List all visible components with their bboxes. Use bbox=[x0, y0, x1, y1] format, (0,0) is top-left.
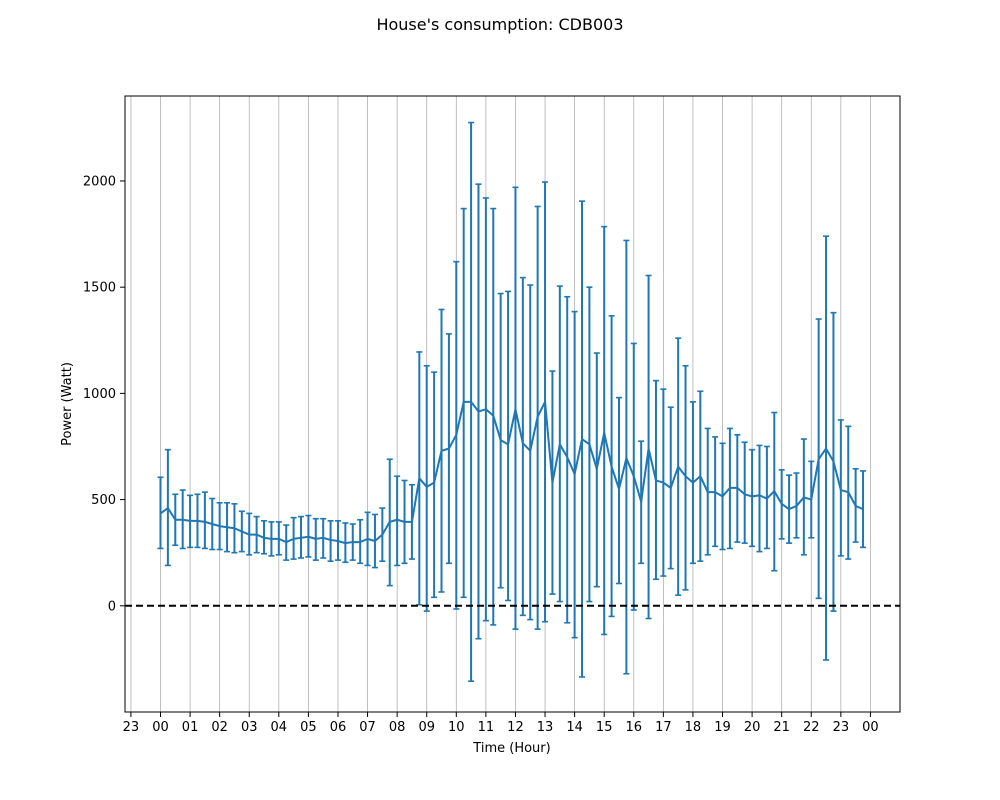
x-tick-label: 20 bbox=[744, 720, 761, 735]
error-bar bbox=[527, 284, 534, 621]
x-tick-label: 14 bbox=[566, 720, 583, 735]
chart-title: House's consumption: CDB003 bbox=[376, 15, 623, 34]
x-tick-label: 11 bbox=[478, 720, 495, 735]
x-tick-label: 16 bbox=[626, 720, 643, 735]
x-tick-label: 23 bbox=[833, 720, 850, 735]
x-tick-label: 06 bbox=[330, 720, 347, 735]
plot-frame bbox=[124, 95, 901, 713]
x-tick-label: 10 bbox=[448, 720, 465, 735]
series-layer bbox=[157, 121, 867, 683]
x-tick-label: 18 bbox=[685, 720, 702, 735]
y-tick-label: 1000 bbox=[83, 387, 116, 402]
error-bar bbox=[756, 444, 763, 553]
x-tick-label: 05 bbox=[300, 720, 317, 735]
error-bar bbox=[564, 295, 571, 624]
x-tick-label: 07 bbox=[359, 720, 376, 735]
y-tick-label: 1500 bbox=[83, 281, 116, 296]
error-bar bbox=[431, 371, 438, 599]
mean-line bbox=[159, 400, 864, 545]
error-bar bbox=[645, 274, 652, 620]
x-tick-label: 00 bbox=[862, 720, 879, 735]
error-bar bbox=[741, 441, 748, 544]
error-bar bbox=[623, 239, 630, 675]
error-bar bbox=[749, 448, 756, 548]
x-tick-label: 13 bbox=[537, 720, 554, 735]
x-tick-label: 21 bbox=[773, 720, 790, 735]
x-tick-label: 19 bbox=[714, 720, 731, 735]
error-bar bbox=[615, 396, 622, 585]
y-axis-label: Power (Watt) bbox=[60, 362, 75, 446]
error-bar bbox=[201, 491, 208, 550]
x-tick-label: 12 bbox=[507, 720, 524, 735]
y-tick-label: 2000 bbox=[83, 174, 116, 189]
x-tick-label: 03 bbox=[241, 720, 258, 735]
error-bar bbox=[601, 225, 608, 636]
x-tick-label: 04 bbox=[271, 720, 288, 735]
error-bar bbox=[394, 475, 401, 567]
x-tick-label: 22 bbox=[803, 720, 820, 735]
error-bar bbox=[512, 186, 519, 630]
error-bar bbox=[423, 364, 430, 612]
x-tick-label: 17 bbox=[655, 720, 672, 735]
x-axis: 23 00 01 02 03 04 05 06 07 08 09 10 11 12 13 14 15 16 17 18… bbox=[123, 712, 879, 735]
x-axis-label: Time (Hour) bbox=[472, 741, 550, 756]
error-bar bbox=[327, 520, 334, 562]
x-tick-label: 09 bbox=[418, 720, 435, 735]
x-tick-label: 15 bbox=[596, 720, 613, 735]
error-bar bbox=[519, 276, 526, 617]
y-tick-label: 0 bbox=[108, 599, 116, 614]
x-tick-label: 02 bbox=[211, 720, 228, 735]
error-bar bbox=[682, 364, 689, 591]
x-tick-label: 01 bbox=[182, 720, 199, 735]
error-bar bbox=[593, 352, 600, 588]
error-bar bbox=[860, 470, 867, 549]
error-bar bbox=[505, 290, 512, 602]
y-axis: 0 500 1000 1500 2000 bbox=[83, 174, 125, 614]
x-tick-label: 08 bbox=[389, 720, 406, 735]
y-tick-label: 500 bbox=[91, 493, 116, 508]
x-tick-label: 00 bbox=[152, 720, 169, 735]
x-tick-label: 23 bbox=[123, 720, 140, 735]
